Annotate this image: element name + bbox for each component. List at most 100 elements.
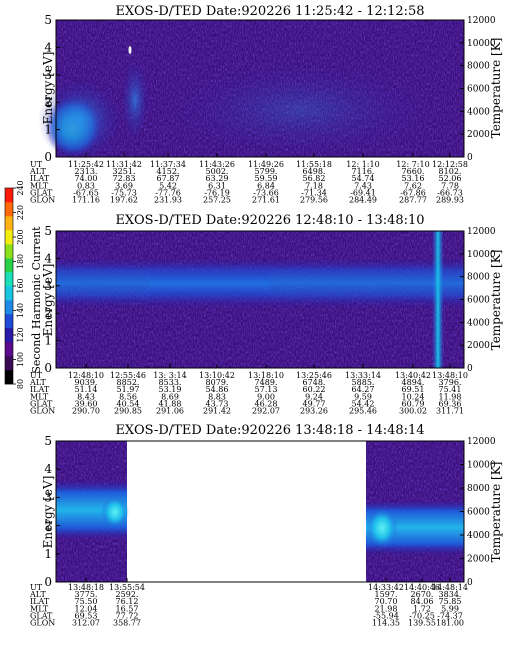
colorbar-tick-label: 100 <box>16 352 25 367</box>
ephemeris-cell: 54.74 <box>352 174 375 183</box>
panel-3-ylabel: Energy [eV] <box>41 476 55 549</box>
panel-1-y2label: Temperature [K] <box>489 38 503 139</box>
ephemeris-cell: 289.93 <box>436 196 464 205</box>
ephemeris-cell: 13: 3:14 <box>153 371 186 380</box>
ephemeris-cell: 63.29 <box>206 174 229 183</box>
colorbar-swatch <box>5 286 13 301</box>
temperature-tick-label: 12000 <box>467 16 496 26</box>
ephemeris-cell: 9.59 <box>354 392 372 401</box>
ephemeris-cell: 54.42 <box>352 399 375 408</box>
ephemeris-cell: 6.84 <box>257 181 275 190</box>
ephemeris-cell: 12: 1:10 <box>346 160 379 169</box>
ephemeris-cell: 21.98 <box>375 604 398 613</box>
colorbar-swatches <box>5 188 13 385</box>
ephemeris-cell: 54.86 <box>206 385 229 394</box>
panel-3-y2label: Temperature [K] <box>489 462 503 563</box>
colorbar-tick-label: 80 <box>16 379 25 389</box>
panel-2: EXOS-D/TED Date:920226 12:48:10 - 13:48:… <box>29 213 503 416</box>
ephemeris-cell: 13:10:42 <box>199 371 235 380</box>
energy-tick-label: 2 <box>44 519 52 533</box>
ephemeris-cell: -66.73 <box>437 188 463 197</box>
ephemeris-row-label: ILAT <box>30 385 50 394</box>
ephemeris-cell: -67.86 <box>400 188 426 197</box>
energy-tick-label: 0 <box>44 150 52 164</box>
ephemeris-cell: 16.57 <box>116 604 139 613</box>
panel-3-segment-left <box>56 441 129 582</box>
colorbar-swatch <box>5 272 13 287</box>
ephemeris-cell: 358.77 <box>113 619 141 628</box>
energy-tick-label: 2 <box>44 306 52 320</box>
ephemeris-cell: 56.82 <box>303 174 326 183</box>
temperature-tick-label: 2000 <box>467 130 490 140</box>
temperature-tick-label: 12000 <box>467 437 496 447</box>
ephemeris-cell: 75.50 <box>75 597 98 606</box>
ephemeris-cell: 1.72 <box>413 604 431 613</box>
ephemeris-cell: 181.00 <box>436 619 464 628</box>
ephemeris-cell: 7660. <box>402 167 425 176</box>
energy-tick-label: 5 <box>44 434 52 448</box>
ephemeris-cell: 11:25:42 <box>68 160 104 169</box>
ephemeris-row-label: UT <box>30 371 43 380</box>
temperature-tick-label: 6000 <box>467 296 490 306</box>
panel-2-ephemeris-table: UTALTILATMLTGLATGLON12:48:109039.51.148.… <box>29 371 468 416</box>
energy-tick-label: 4 <box>44 462 52 476</box>
colorbar-swatch <box>5 370 13 385</box>
ephemeris-cell: 12:48:10 <box>68 371 104 380</box>
ephemeris-cell: 13:48:18 <box>68 583 104 592</box>
energy-tick-label: 4 <box>44 251 52 265</box>
colorbar-tick-label: 140 <box>16 303 25 318</box>
panel-3: EXOS-D/TED Date:920226 13:48:18 - 14:48:… <box>29 423 503 628</box>
ephemeris-cell: 64.27 <box>352 385 375 394</box>
energy-tick-label: 1 <box>44 334 52 348</box>
ephemeris-cell: -70.25 <box>409 611 435 620</box>
temperature-tick-label: 6000 <box>467 85 490 95</box>
temperature-tick-label: 2000 <box>467 555 490 565</box>
ephemeris-cell: -76.19 <box>204 188 230 197</box>
ephemeris-cell: 67.87 <box>157 174 180 183</box>
temperature-tick-label: 0 <box>467 153 473 163</box>
ephemeris-row-label: ALT <box>29 378 46 387</box>
energy-tick-label: 2 <box>44 95 52 109</box>
ephemeris-cell: 171.16 <box>72 196 100 205</box>
ephemeris-cell: -67.65 <box>73 188 99 197</box>
ephemeris-cell: 9.00 <box>257 392 275 401</box>
ephemeris-cell: 2313. <box>75 167 98 176</box>
ephemeris-cell: 5.99 <box>441 604 459 613</box>
panel-1-title: EXOS-D/TED Date:920226 11:25:42 - 12:12:… <box>115 4 424 19</box>
ephemeris-row-label: MLT <box>30 392 49 401</box>
ephemeris-cell: 12: 7:10 <box>396 160 429 169</box>
temperature-tick-label: 6000 <box>467 508 490 518</box>
ephemeris-cell: 11:37:34 <box>150 160 186 169</box>
panel-2-y2label: Temperature [K] <box>489 250 503 351</box>
ephemeris-cell: 84.06 <box>411 597 434 606</box>
ephemeris-cell: 4894. <box>402 378 425 387</box>
ephemeris-cell: -75.73 <box>111 188 137 197</box>
ephemeris-cell: 3.69 <box>115 181 133 190</box>
ephemeris-cell: 1597. <box>375 590 398 599</box>
ephemeris-cell: 14:33:42 <box>368 583 404 592</box>
ephemeris-row-label: GLAT <box>30 399 53 408</box>
ephemeris-cell: 9039. <box>75 378 98 387</box>
colorbar-tick-label: 240 <box>16 180 25 195</box>
ephemeris-cell: 311.71 <box>436 407 464 416</box>
ephemeris-cell: 75.41 <box>439 385 462 394</box>
panel-1: EXOS-D/TED Date:920226 11:25:42 - 12:12:… <box>29 4 503 205</box>
energy-tick-label: 0 <box>44 575 52 589</box>
ephemeris-cell: 0.83 <box>77 181 95 190</box>
ephemeris-cell: 46.28 <box>255 399 278 408</box>
ephemeris-cell: 5799. <box>255 167 278 176</box>
ephemeris-cell: 300.02 <box>399 407 427 416</box>
temperature-tick-label: 10000 <box>467 39 496 49</box>
ephemeris-cell: 4152. <box>157 167 180 176</box>
energy-tick-label: 0 <box>44 361 52 375</box>
panel-2-ylabel: Energy [eV] <box>41 264 55 337</box>
colorbar-tick-label: 120 <box>16 327 25 342</box>
ephemeris-cell: 14:48:14 <box>432 583 468 592</box>
ephemeris-cell: 312.07 <box>72 619 100 628</box>
colorbar-swatch <box>5 258 13 273</box>
ephemeris-cell: 13:48:10 <box>432 371 468 380</box>
ephemeris-cell: 43.73 <box>206 399 229 408</box>
energy-tick-label: 1 <box>44 547 52 561</box>
